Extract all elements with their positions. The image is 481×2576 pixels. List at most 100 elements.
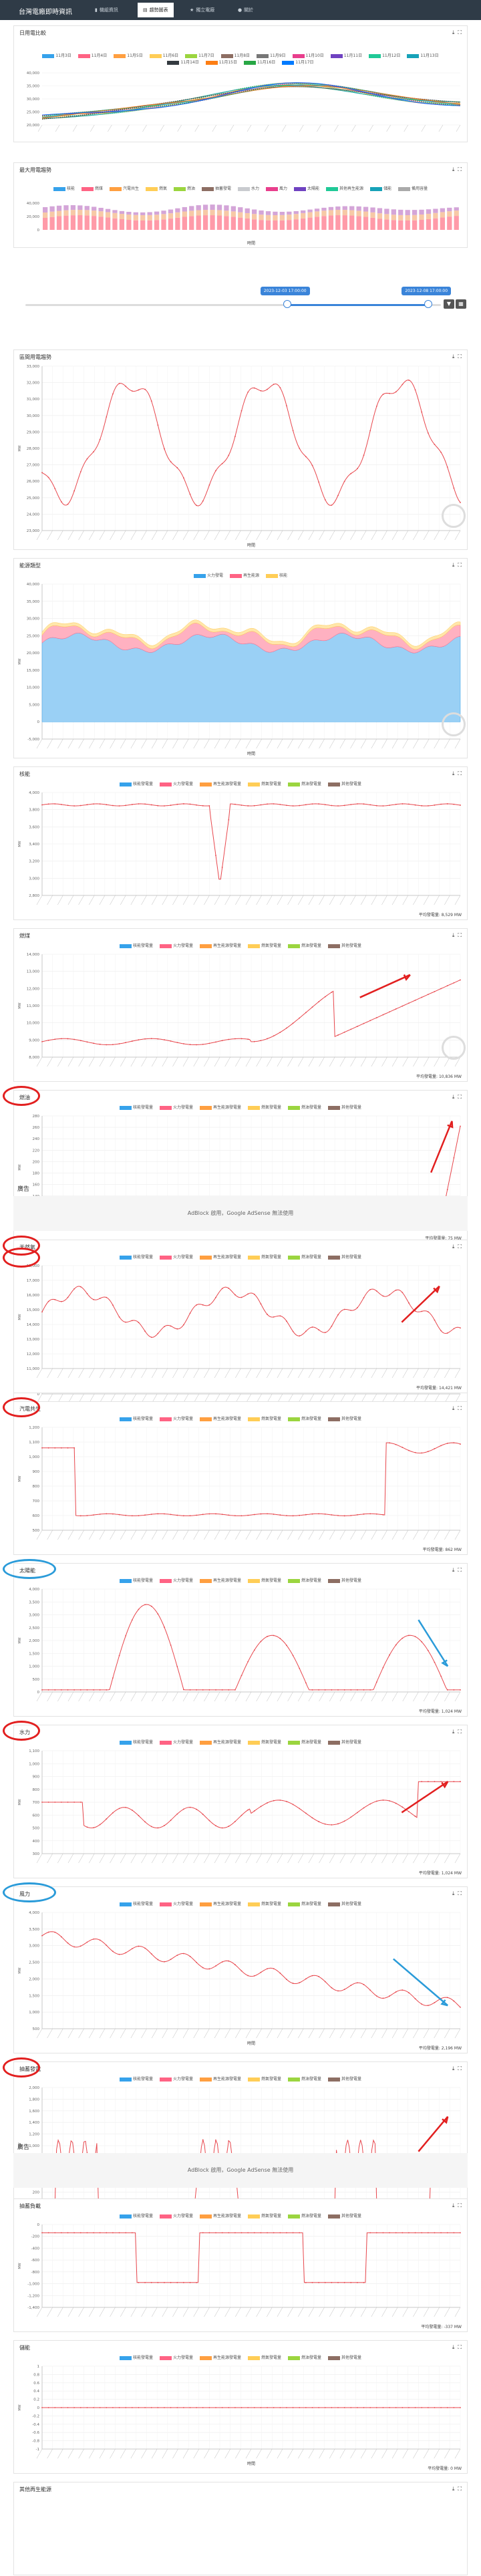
filter-button[interactable]: ▼ — [444, 299, 454, 309]
legend-item[interactable]: 核能 — [53, 186, 75, 192]
legend-item[interactable]: 火力發電量 — [159, 1104, 193, 1110]
legend-item[interactable]: 燃氣發電量 — [248, 780, 281, 786]
legend-item[interactable]: 11月5日 — [114, 53, 143, 59]
legend-item[interactable]: 核能發電量 — [119, 2076, 153, 2082]
tab-about[interactable]: ● 關於 — [238, 7, 254, 13]
fullscreen-icon[interactable]: ⛶ — [458, 2202, 462, 2208]
legend-item[interactable]: 核能發電量 — [119, 1900, 153, 1906]
legend-item[interactable]: 再生能源發電量 — [199, 2354, 241, 2360]
legend-item[interactable]: 再生能源發電量 — [199, 2076, 241, 2082]
legend-item[interactable]: 燃油發電量 — [288, 1900, 321, 1906]
fullscreen-icon[interactable]: ⛶ — [458, 29, 462, 35]
legend-item[interactable]: 核能發電量 — [119, 942, 153, 948]
legend-item[interactable]: 燃氣發電量 — [248, 1104, 281, 1110]
fullscreen-icon[interactable]: ⛶ — [458, 353, 462, 360]
download-icon[interactable]: ⤓ — [452, 1405, 455, 1411]
download-icon[interactable]: ⤓ — [452, 1890, 455, 1896]
legend-item[interactable]: 再生能源發電量 — [199, 1577, 241, 1583]
legend-item[interactable]: 11月7日 — [185, 53, 214, 59]
legend-item[interactable]: 火力發電量 — [159, 2354, 193, 2360]
download-icon[interactable]: ⤓ — [452, 29, 455, 35]
legend-item[interactable]: 再生能源發電量 — [199, 1104, 241, 1110]
legend-item[interactable]: 11月8日 — [220, 53, 250, 59]
fullscreen-icon[interactable]: ⛶ — [458, 166, 462, 172]
legend-item[interactable]: 燃氣發電量 — [248, 1900, 281, 1906]
legend-item[interactable]: 火力發電量 — [159, 1900, 193, 1906]
download-icon[interactable]: ⤓ — [452, 2065, 455, 2071]
legend-item[interactable]: 燃油發電量 — [288, 1739, 321, 1745]
legend-item[interactable]: 11月15日 — [205, 59, 237, 66]
fullscreen-icon[interactable]: ⛶ — [458, 1890, 462, 1896]
legend-item[interactable]: 11月12日 — [369, 53, 400, 59]
legend-item[interactable]: 火力發電量 — [159, 1415, 193, 1421]
legend-item[interactable]: 再生能源發電量 — [199, 942, 241, 948]
legend-item[interactable]: 其他發電量 — [328, 2212, 361, 2219]
legend-item[interactable]: 其他發電量 — [328, 942, 361, 948]
legend-item[interactable]: 風力 — [266, 186, 287, 192]
download-icon[interactable]: ⤓ — [452, 1094, 455, 1100]
legend-item[interactable]: 11月6日 — [149, 53, 178, 59]
legend-item[interactable]: 火力發電量 — [159, 1739, 193, 1745]
legend-item[interactable]: 燃氣發電量 — [248, 1577, 281, 1583]
legend-item[interactable]: 燃氣發電量 — [248, 2076, 281, 2082]
legend-item[interactable]: 燃油發電量 — [288, 2212, 321, 2219]
legend-item[interactable]: 11月16日 — [244, 59, 275, 66]
download-icon[interactable]: ⤓ — [452, 2486, 455, 2492]
fullscreen-icon[interactable]: ⛶ — [458, 1244, 462, 1250]
tab-unit-info[interactable]: ▮ 機組資訊 — [95, 7, 118, 13]
calendar-button[interactable]: ▦ — [456, 299, 466, 309]
fullscreen-icon[interactable]: ⛶ — [458, 2065, 462, 2071]
legend-item[interactable]: 11月3日 — [42, 53, 71, 59]
legend-item[interactable]: 火力發電量 — [159, 942, 193, 948]
legend-item[interactable]: 燃油 — [173, 186, 195, 192]
legend-item[interactable]: 核能發電量 — [119, 2354, 153, 2360]
site-title[interactable]: 台灣電廠即時資訊 — [19, 9, 72, 16]
legend-item[interactable]: 火力發電量 — [159, 1254, 193, 1260]
download-icon[interactable]: ⤓ — [452, 1567, 455, 1573]
legend-item[interactable]: 其他發電量 — [328, 1900, 361, 1906]
legend-item[interactable]: 燃油發電量 — [288, 2076, 321, 2082]
legend-item[interactable]: 燃油發電量 — [288, 942, 321, 948]
legend-item[interactable]: 燃油發電量 — [288, 2354, 321, 2360]
legend-item[interactable]: 火力發電量 — [159, 2212, 193, 2219]
legend-item[interactable]: 核能發電量 — [119, 780, 153, 786]
legend-item[interactable]: 11月13日 — [407, 53, 439, 59]
download-icon[interactable]: ⤓ — [452, 1729, 455, 1735]
legend-item[interactable]: 核能發電量 — [119, 1254, 153, 1260]
fullscreen-icon[interactable]: ⛶ — [458, 2486, 462, 2492]
download-icon[interactable]: ⤓ — [452, 770, 455, 776]
legend-item[interactable]: 火力發電量 — [159, 1577, 193, 1583]
legend-item[interactable]: 水力 — [238, 186, 259, 192]
tab-independent-plants[interactable]: ★ 獨立電廠 — [190, 7, 215, 13]
legend-item[interactable]: 核能發電量 — [119, 1739, 153, 1745]
legend-item[interactable]: 抽蓄發電 — [201, 186, 231, 192]
download-icon[interactable]: ⤓ — [452, 166, 455, 172]
legend-item[interactable]: 核能發電量 — [119, 2212, 153, 2219]
fullscreen-icon[interactable]: ⛶ — [458, 1567, 462, 1573]
legend-item[interactable]: 太陽能 — [294, 186, 319, 192]
legend-item[interactable]: 火力發電 — [193, 572, 223, 578]
legend-item[interactable]: 11月17日 — [282, 59, 314, 66]
legend-item[interactable]: 燃氣 — [145, 186, 167, 192]
legend-item[interactable]: 核能發電量 — [119, 1577, 153, 1583]
legend-item[interactable]: 11月11日 — [330, 53, 362, 59]
legend-item[interactable]: 燃油發電量 — [288, 1577, 321, 1583]
fullscreen-icon[interactable]: ⛶ — [458, 770, 462, 776]
download-icon[interactable]: ⤓ — [452, 1244, 455, 1250]
legend-item[interactable]: 汽電共生 — [109, 186, 139, 192]
legend-item[interactable]: 11月10日 — [292, 53, 324, 59]
download-icon[interactable]: ⤓ — [452, 353, 455, 360]
legend-item[interactable]: 再生能源發電量 — [199, 780, 241, 786]
legend-item[interactable]: 其他發電量 — [328, 1254, 361, 1260]
download-icon[interactable]: ⤓ — [452, 932, 455, 938]
legend-item[interactable]: 核能 — [266, 572, 287, 578]
legend-item[interactable]: 燃氣發電量 — [248, 1415, 281, 1421]
legend-item[interactable]: 燃煤 — [81, 186, 103, 192]
legend-item[interactable]: 其他再生能源 — [326, 186, 363, 192]
legend-item[interactable]: 燃油發電量 — [288, 1415, 321, 1421]
legend-item[interactable]: 燃油發電量 — [288, 1254, 321, 1260]
slider-start-handle[interactable] — [283, 300, 291, 308]
legend-item[interactable]: 其他發電量 — [328, 1577, 361, 1583]
legend-item[interactable]: 其他發電量 — [328, 780, 361, 786]
legend-item[interactable]: 其他發電量 — [328, 2354, 361, 2360]
